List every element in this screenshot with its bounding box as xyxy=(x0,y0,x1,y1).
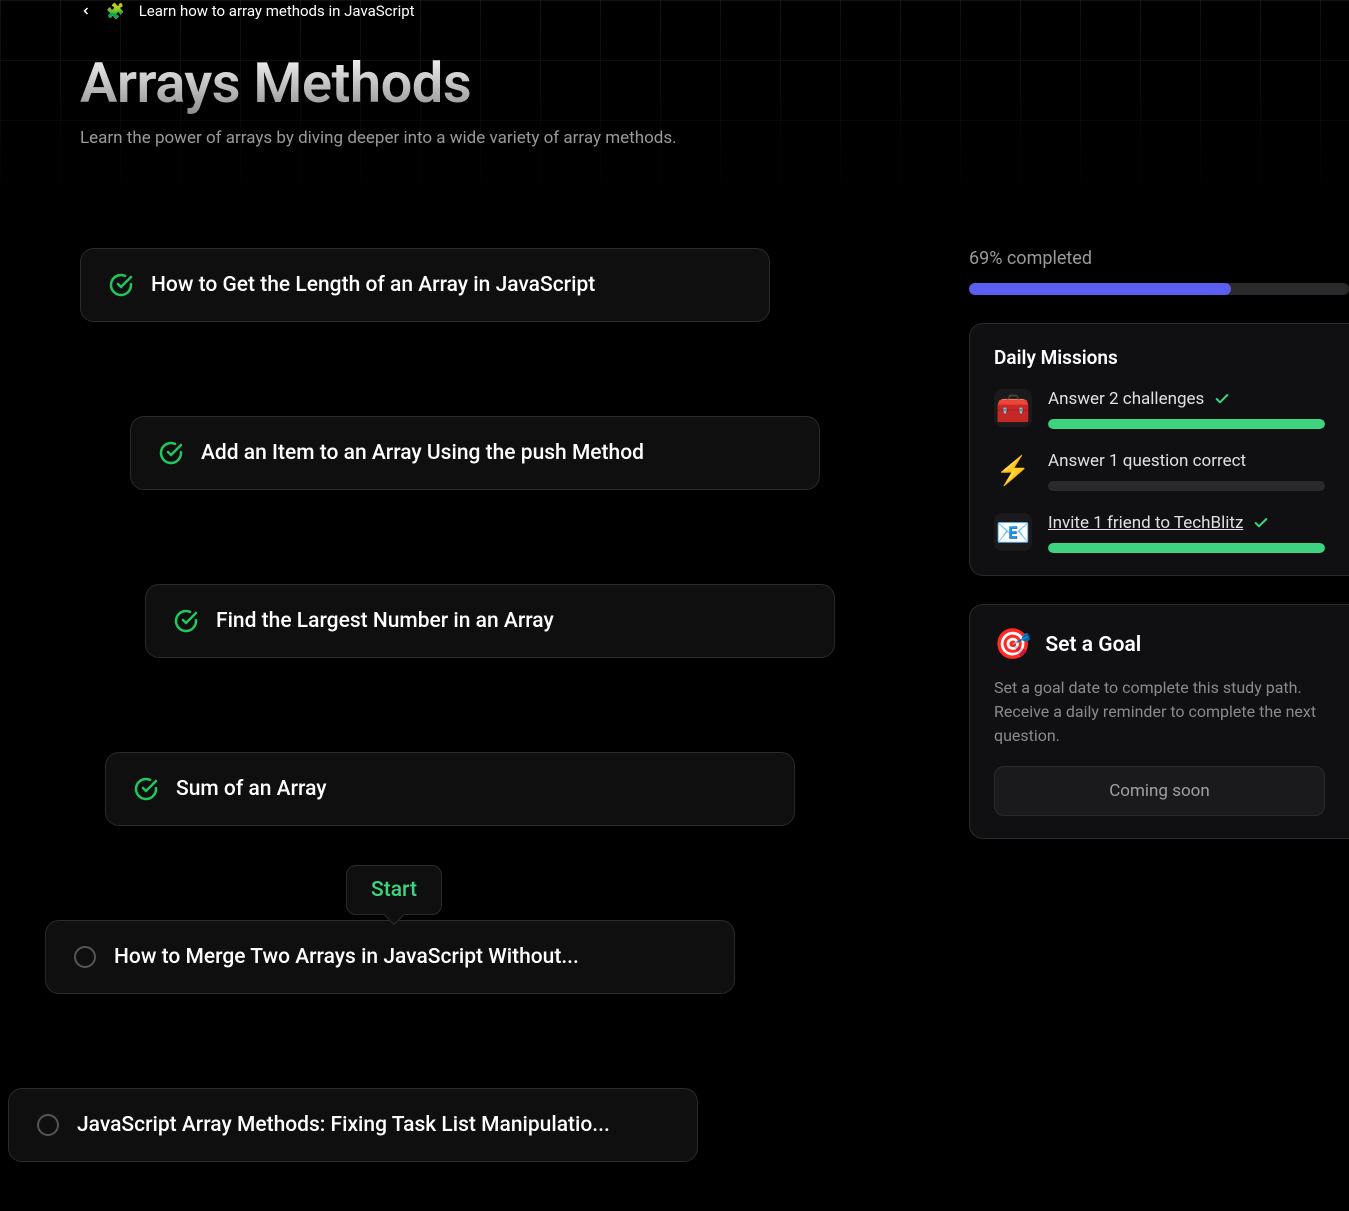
mission-progress-bar xyxy=(1048,543,1325,553)
mission-item: 📧 Invite 1 friend to TechBlitz xyxy=(994,513,1325,553)
empty-circle-icon xyxy=(74,946,96,968)
start-badge[interactable]: Start xyxy=(346,865,442,915)
mission-label: Answer 1 question correct xyxy=(1048,451,1246,471)
lesson-title: How to Get the Length of an Array in Jav… xyxy=(151,273,595,297)
mission-icon: 📧 xyxy=(994,513,1032,551)
progress-bar xyxy=(969,283,1349,295)
goal-button[interactable]: Coming soon xyxy=(994,766,1325,816)
puzzle-icon: 🧩 xyxy=(106,2,125,20)
check-icon xyxy=(1253,515,1269,531)
lesson-card[interactable]: StartHow to Merge Two Arrays in JavaScri… xyxy=(45,920,735,994)
goal-description: Set a goal date to complete this study p… xyxy=(994,676,1325,748)
lesson-card[interactable]: Sum of an Array xyxy=(105,752,795,826)
check-circle-icon xyxy=(134,777,158,801)
progress-label: 69% completed xyxy=(969,248,1349,269)
progress-bar-fill xyxy=(969,283,1231,295)
lesson-title: Sum of an Array xyxy=(176,777,327,801)
lessons-column: How to Get the Length of an Array in Jav… xyxy=(0,248,969,1162)
mission-progress-bar xyxy=(1048,419,1325,429)
lesson-card[interactable]: Add an Item to an Array Using the push M… xyxy=(130,416,820,490)
target-icon: 🎯 xyxy=(994,627,1031,662)
daily-missions-title: Daily Missions xyxy=(994,346,1325,369)
mission-progress-bar xyxy=(1048,481,1325,491)
mission-progress-fill xyxy=(1048,419,1325,429)
lesson-title: Find the Largest Number in an Array xyxy=(216,609,554,633)
mission-label: Answer 2 challenges xyxy=(1048,389,1204,409)
lesson-card[interactable]: Find the Largest Number in an Array xyxy=(145,584,835,658)
check-circle-icon xyxy=(109,273,133,297)
check-icon xyxy=(1214,391,1230,407)
check-circle-icon xyxy=(159,441,183,465)
mission-label[interactable]: Invite 1 friend to TechBlitz xyxy=(1048,513,1243,533)
page-subtitle: Learn the power of arrays by diving deep… xyxy=(80,128,1269,148)
mission-icon: ⚡ xyxy=(994,451,1032,489)
page-title: Arrays Methods xyxy=(80,50,1269,116)
lesson-title: JavaScript Array Methods: Fixing Task Li… xyxy=(77,1113,610,1137)
check-circle-icon xyxy=(174,609,198,633)
lesson-title: Add an Item to an Array Using the push M… xyxy=(201,441,644,465)
goal-card: 🎯 Set a Goal Set a goal date to complete… xyxy=(969,604,1349,839)
mission-item: 🧰 Answer 2 challenges xyxy=(994,389,1325,429)
breadcrumb-label: Learn how to array methods in JavaScript xyxy=(139,2,415,20)
empty-circle-icon xyxy=(37,1114,59,1136)
daily-missions-card: Daily Missions 🧰 Answer 2 challenges ⚡ A… xyxy=(969,323,1349,576)
mission-progress-fill xyxy=(1048,543,1325,553)
lesson-title: How to Merge Two Arrays in JavaScript Wi… xyxy=(114,945,579,969)
breadcrumb[interactable]: 🧩 Learn how to array methods in JavaScri… xyxy=(80,0,1269,20)
sidebar: 69% completed Daily Missions 🧰 Answer 2 … xyxy=(969,248,1349,1162)
lesson-card[interactable]: JavaScript Array Methods: Fixing Task Li… xyxy=(8,1088,698,1162)
lesson-card[interactable]: How to Get the Length of an Array in Jav… xyxy=(80,248,770,322)
mission-icon: 🧰 xyxy=(994,389,1032,427)
goal-title: Set a Goal xyxy=(1045,633,1141,657)
mission-item: ⚡ Answer 1 question correct xyxy=(994,451,1325,491)
chevron-left-icon xyxy=(80,5,92,17)
